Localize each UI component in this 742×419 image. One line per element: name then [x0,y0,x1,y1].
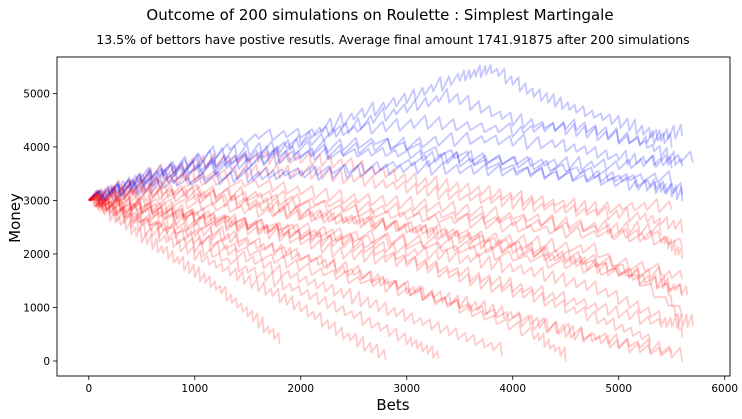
series-line-6 [88,137,684,202]
y-tick-label-0: 0 [43,356,50,368]
series-line-10 [88,186,684,297]
y-axis-label: Money [6,193,24,243]
series-line-13 [88,198,387,361]
x-axis-label: Bets [376,396,409,414]
y-tick-label-4: 4000 [23,142,50,154]
series-line-19 [88,149,673,215]
series-line-15 [88,199,281,345]
x-tick-label-4: 4000 [499,383,526,395]
series-line-22 [88,193,684,282]
series-line-21 [88,196,652,344]
series-line-11 [88,171,684,247]
x-tick-label-1: 1000 [181,383,208,395]
series-line-2 [88,114,684,202]
series-line-4 [88,149,694,202]
y-axis-ticks: 0 1000 2000 3000 4000 5000 [23,88,57,368]
y-tick-label-3: 3000 [23,195,50,207]
chart-suptitle: Outcome of 200 simulations on Roulette :… [146,6,613,24]
x-tick-label-6: 6000 [711,383,738,395]
series-line-18 [88,163,684,233]
x-tick-label-0: 0 [85,383,92,395]
series-line-25 [88,193,684,317]
series-line-20 [88,198,684,338]
series-line-5 [88,159,673,205]
x-axis-ticks: 0 1000 2000 3000 4000 5000 6000 [85,376,738,395]
series-layer [88,63,694,362]
x-tick-label-2: 2000 [287,383,314,395]
x-tick-label-5: 5000 [605,383,632,395]
x-tick-label-3: 3000 [393,383,420,395]
series-line-8 [88,195,662,324]
chart-subtitle: 13.5% of bettors have postive resutls. A… [96,32,689,47]
y-tick-label-1: 1000 [23,302,50,314]
series-line-3 [88,131,673,202]
series-line-9 [88,198,684,362]
y-tick-label-2: 2000 [23,249,50,261]
series-line-14 [88,196,440,359]
plot-frame [56,56,731,377]
series-line-17 [88,184,662,236]
series-line-1 [88,87,684,202]
series-line-7 [88,146,684,202]
series-line-16 [88,197,567,362]
series-line-23 [88,199,673,355]
y-tick-label-5: 5000 [23,88,50,100]
series-line-0 [88,63,673,202]
series-line-26 [88,197,503,357]
series-line-24 [88,182,689,296]
series-line-12 [88,193,694,329]
series-line-27 [88,183,684,259]
